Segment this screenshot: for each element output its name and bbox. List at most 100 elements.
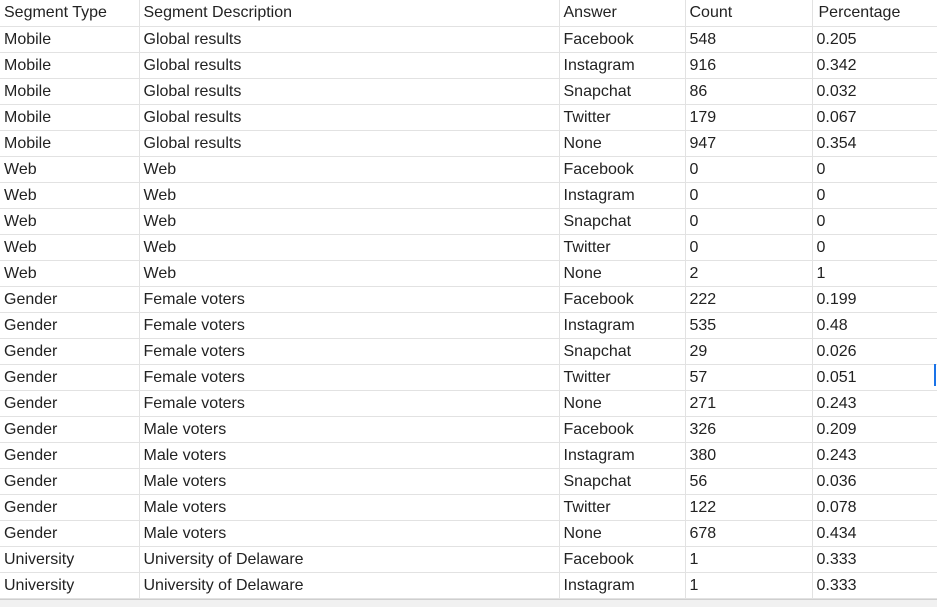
segment-description-cell[interactable]: Web xyxy=(139,260,560,287)
count-cell[interactable]: 86 xyxy=(685,78,813,105)
answer-cell[interactable]: Twitter xyxy=(559,364,686,391)
segment-description-cell[interactable]: Global results xyxy=(139,26,560,53)
segment-description-cell[interactable]: University of Delaware xyxy=(139,546,560,573)
percentage-cell[interactable]: 0.051 xyxy=(812,364,937,391)
answer-cell[interactable]: Instagram xyxy=(559,312,686,339)
percentage-cell[interactable]: 0.342 xyxy=(812,52,937,79)
count-cell[interactable]: 916 xyxy=(685,52,813,79)
count-cell[interactable]: 2 xyxy=(685,260,813,287)
header-answer[interactable]: Answer xyxy=(559,0,686,27)
segment-type-cell[interactable]: Mobile xyxy=(0,52,140,79)
segment-type-cell[interactable]: Gender xyxy=(0,494,140,521)
segment-description-cell[interactable]: Male voters xyxy=(139,494,560,521)
segment-description-cell[interactable]: Female voters xyxy=(139,286,560,313)
percentage-cell[interactable]: 0.199 xyxy=(812,286,937,313)
segment-type-cell[interactable]: Gender xyxy=(0,286,140,313)
segment-description-cell[interactable]: Global results xyxy=(139,52,560,79)
percentage-cell[interactable]: 0.48 xyxy=(812,312,937,339)
count-cell[interactable]: 271 xyxy=(685,390,813,417)
percentage-cell[interactable]: 0.209 xyxy=(812,416,937,443)
segment-description-cell[interactable]: Web xyxy=(139,182,560,209)
segment-description-cell[interactable]: Female voters xyxy=(139,364,560,391)
segment-description-cell[interactable]: Global results xyxy=(139,104,560,131)
count-cell[interactable]: 57 xyxy=(685,364,813,391)
segment-type-cell[interactable]: Gender xyxy=(0,312,140,339)
answer-cell[interactable]: Twitter xyxy=(559,234,686,261)
segment-type-cell[interactable]: Gender xyxy=(0,364,140,391)
segment-description-cell[interactable]: Male voters xyxy=(139,416,560,443)
count-cell[interactable]: 179 xyxy=(685,104,813,131)
segment-description-cell[interactable]: University of Delaware xyxy=(139,572,560,599)
answer-cell[interactable]: Instagram xyxy=(559,182,686,209)
count-cell[interactable]: 548 xyxy=(685,26,813,53)
segment-type-cell[interactable]: University xyxy=(0,546,140,573)
percentage-cell[interactable]: 0.078 xyxy=(812,494,937,521)
header-segment-type[interactable]: Segment Type xyxy=(0,0,140,27)
answer-cell[interactable]: Facebook xyxy=(559,26,686,53)
segment-description-cell[interactable]: Female voters xyxy=(139,338,560,365)
answer-cell[interactable]: Facebook xyxy=(559,546,686,573)
count-cell[interactable]: 380 xyxy=(685,442,813,469)
segment-description-cell[interactable]: Male voters xyxy=(139,442,560,469)
answer-cell[interactable]: Instagram xyxy=(559,52,686,79)
answer-cell[interactable]: None xyxy=(559,390,686,417)
answer-cell[interactable]: Twitter xyxy=(559,494,686,521)
answer-cell[interactable]: Twitter xyxy=(559,104,686,131)
count-cell[interactable]: 0 xyxy=(685,182,813,209)
segment-type-cell[interactable]: University xyxy=(0,572,140,599)
segment-type-cell[interactable]: Mobile xyxy=(0,26,140,53)
segment-type-cell[interactable]: Gender xyxy=(0,338,140,365)
count-cell[interactable]: 947 xyxy=(685,130,813,157)
segment-type-cell[interactable]: Mobile xyxy=(0,104,140,131)
segment-type-cell[interactable]: Mobile xyxy=(0,130,140,157)
segment-description-cell[interactable]: Web xyxy=(139,156,560,183)
segment-description-cell[interactable]: Web xyxy=(139,234,560,261)
segment-description-cell[interactable]: Male voters xyxy=(139,520,560,547)
answer-cell[interactable]: None xyxy=(559,130,686,157)
answer-cell[interactable]: Snapchat xyxy=(559,208,686,235)
percentage-cell[interactable]: 0.434 xyxy=(812,520,937,547)
percentage-cell[interactable]: 0.205 xyxy=(812,26,937,53)
segment-type-cell[interactable]: Web xyxy=(0,208,140,235)
count-cell[interactable]: 326 xyxy=(685,416,813,443)
segment-type-cell[interactable]: Web xyxy=(0,234,140,261)
count-cell[interactable]: 0 xyxy=(685,208,813,235)
percentage-cell[interactable]: 0.032 xyxy=(812,78,937,105)
segment-description-cell[interactable]: Global results xyxy=(139,130,560,157)
answer-cell[interactable]: Instagram xyxy=(559,572,686,599)
count-cell[interactable]: 222 xyxy=(685,286,813,313)
segment-description-cell[interactable]: Web xyxy=(139,208,560,235)
percentage-cell[interactable]: 0.026 xyxy=(812,338,937,365)
segment-type-cell[interactable]: Gender xyxy=(0,520,140,547)
percentage-cell[interactable]: 0.243 xyxy=(812,390,937,417)
answer-cell[interactable]: Facebook xyxy=(559,156,686,183)
answer-cell[interactable]: Snapchat xyxy=(559,468,686,495)
segment-type-cell[interactable]: Gender xyxy=(0,390,140,417)
answer-cell[interactable]: None xyxy=(559,260,686,287)
segment-description-cell[interactable]: Global results xyxy=(139,78,560,105)
header-count[interactable]: Count xyxy=(685,0,813,27)
percentage-cell[interactable]: 0.067 xyxy=(812,104,937,131)
answer-cell[interactable]: Facebook xyxy=(559,416,686,443)
answer-cell[interactable]: Instagram xyxy=(559,442,686,469)
answer-cell[interactable]: Snapchat xyxy=(559,338,686,365)
segment-type-cell[interactable]: Web xyxy=(0,182,140,209)
percentage-cell[interactable]: 0.333 xyxy=(812,546,937,573)
count-cell[interactable]: 0 xyxy=(685,234,813,261)
answer-cell[interactable]: None xyxy=(559,520,686,547)
count-cell[interactable]: 678 xyxy=(685,520,813,547)
percentage-cell[interactable]: 0 xyxy=(812,182,937,209)
segment-description-cell[interactable]: Female voters xyxy=(139,312,560,339)
count-cell[interactable]: 0 xyxy=(685,156,813,183)
percentage-cell[interactable]: 0.333 xyxy=(812,572,937,599)
count-cell[interactable]: 56 xyxy=(685,468,813,495)
percentage-cell[interactable]: 0 xyxy=(812,156,937,183)
count-cell[interactable]: 1 xyxy=(685,572,813,599)
percentage-cell[interactable]: 1 xyxy=(812,260,937,287)
answer-cell[interactable]: Snapchat xyxy=(559,78,686,105)
header-percentage[interactable]: Percentage xyxy=(812,0,937,27)
segment-type-cell[interactable]: Mobile xyxy=(0,78,140,105)
segment-type-cell[interactable]: Gender xyxy=(0,442,140,469)
count-cell[interactable]: 535 xyxy=(685,312,813,339)
segment-description-cell[interactable]: Female voters xyxy=(139,390,560,417)
